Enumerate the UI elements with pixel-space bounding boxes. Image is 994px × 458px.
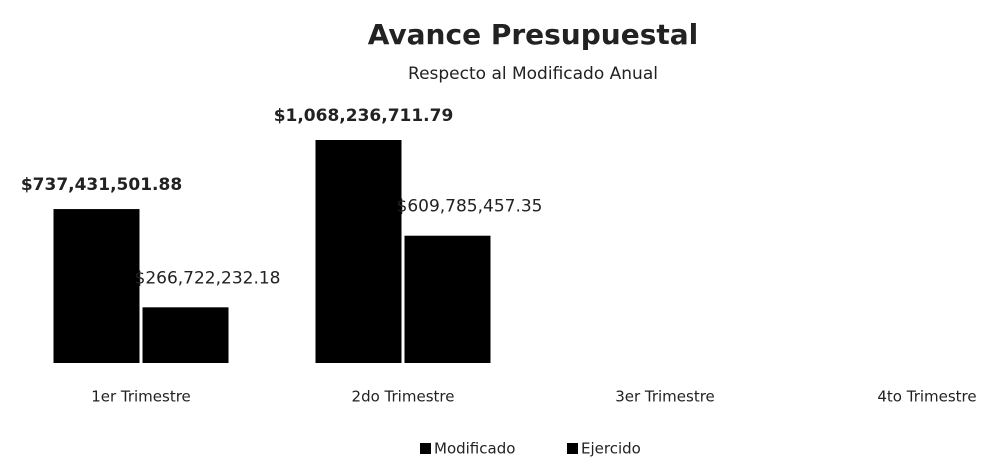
x-tick-label: 4to Trimestre bbox=[877, 388, 976, 406]
x-tick-label: 2do Trimestre bbox=[352, 388, 455, 406]
bar bbox=[315, 140, 402, 363]
legend-label: Modificado bbox=[434, 440, 515, 458]
legend-swatch bbox=[420, 443, 431, 454]
x-tick-label: 3er Trimestre bbox=[615, 388, 715, 406]
data-label: $737,431,501.88 bbox=[21, 175, 182, 195]
x-tick-label: 1er Trimestre bbox=[91, 388, 191, 406]
bar bbox=[142, 307, 229, 363]
chart-subtitle: Respecto al Modificado Anual bbox=[408, 64, 658, 84]
legend-swatch bbox=[567, 443, 578, 454]
data-label: $609,785,457.35 bbox=[397, 197, 543, 217]
data-label: $1,068,236,711.79 bbox=[274, 106, 454, 126]
bar bbox=[53, 209, 140, 363]
data-label: $266,722,232.18 bbox=[135, 268, 281, 288]
chart-title: Avance Presupuestal bbox=[368, 18, 699, 51]
bar bbox=[404, 235, 491, 363]
legend-label: Ejercido bbox=[581, 440, 641, 458]
